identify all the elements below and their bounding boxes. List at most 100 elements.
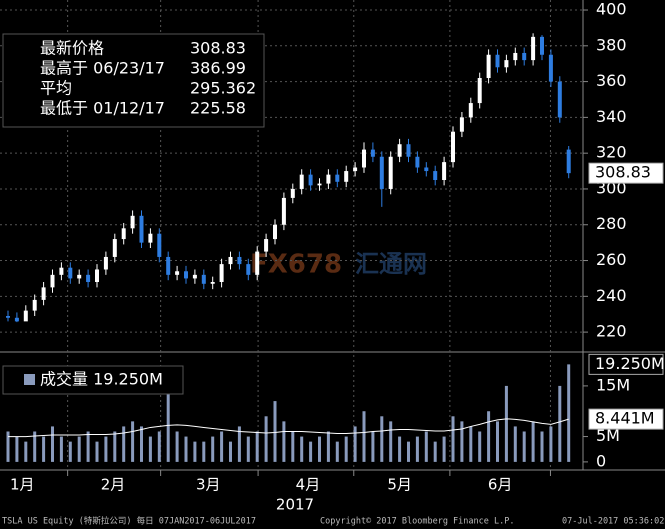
volume-bar [558, 385, 562, 462]
candle-body [299, 174, 304, 189]
candle-body [370, 149, 375, 157]
volume-bar [220, 431, 224, 462]
volume-bar [148, 436, 152, 462]
candle-body [41, 287, 46, 300]
candle-body [148, 233, 153, 243]
y-tick-label: 280 [596, 214, 627, 233]
y-tick-label: 360 [596, 71, 627, 90]
candle-body [139, 215, 144, 243]
volume-bar [344, 436, 348, 462]
volume-tag: 19.250M [595, 354, 665, 373]
volume-bar [255, 431, 259, 462]
footer: Copyright© 2017 Bloomberg Finance L.P. [320, 517, 514, 527]
candle-body [326, 174, 331, 184]
info-value: 295.362 [190, 79, 256, 98]
candle-body [451, 131, 455, 163]
last-price-tag-bg [588, 162, 664, 184]
volume-bar [424, 431, 428, 462]
candle-body [237, 256, 242, 265]
volume-bar [496, 421, 499, 462]
volume-legend: 成交量 19.250M [40, 370, 163, 389]
volume-bar [122, 426, 126, 462]
volume-bar [282, 421, 286, 462]
candle-body [103, 256, 108, 270]
candle-body [362, 149, 366, 168]
volume-bar [389, 421, 393, 462]
x-tick-label: 1月 [10, 476, 35, 494]
info-label: 最高于 06/23/17 [40, 59, 165, 78]
candle-body [415, 156, 420, 168]
volume-bar [353, 426, 357, 462]
volume-bar [318, 436, 321, 462]
volume-bar [59, 436, 63, 462]
candle-body [308, 174, 313, 186]
candle-body [246, 264, 251, 275]
volume-bar [273, 401, 277, 462]
candle-body [23, 310, 28, 322]
candle-body [468, 103, 473, 118]
volume-tag-bg [588, 353, 664, 375]
candle-body [175, 271, 180, 275]
candle-body [344, 171, 349, 182]
candle-body [157, 233, 162, 257]
volume-bar [433, 441, 437, 462]
volume-bar [504, 385, 508, 462]
volume-bar [291, 431, 295, 462]
y-tick-label: 0 [596, 451, 606, 470]
candle-body [442, 162, 447, 181]
candle-body [317, 183, 322, 186]
volume-bar [104, 436, 108, 462]
volume-bar [451, 416, 455, 462]
volume-ma-tag-bg [588, 408, 664, 430]
volume-bar [33, 431, 37, 462]
candle-body [548, 54, 553, 82]
y-tick-label: 380 [596, 35, 627, 54]
volume-bar [478, 431, 482, 462]
info-value: 308.83 [190, 39, 246, 58]
candle-body [540, 36, 544, 55]
y-tick-label: 5M [596, 426, 620, 445]
volume-bar [380, 416, 384, 462]
candle-body [504, 60, 509, 68]
x-tick-label: 3月 [196, 476, 221, 494]
volume-bar [371, 431, 375, 462]
volume-bar [549, 426, 553, 462]
volume-bar [407, 441, 410, 462]
volume-bar [15, 436, 19, 462]
candle-body [522, 52, 527, 61]
candle-body [273, 224, 277, 240]
candle-body [95, 269, 99, 283]
candle-body [184, 271, 188, 279]
volume-bar [300, 436, 304, 462]
candle-body [513, 52, 518, 61]
y-tick-label: 220 [596, 322, 627, 341]
volume-bar [460, 421, 464, 462]
info-label: 最新价格 [40, 39, 104, 58]
volume-bar [166, 390, 170, 462]
watermark: FX678 [250, 250, 342, 280]
footer: TSLA US Equity (特斯拉公司) 每日 07JAN2017-06JU… [2, 516, 256, 527]
candle-body [210, 282, 215, 284]
info-label: 平均 [40, 79, 72, 98]
candle-body [335, 174, 340, 182]
candle-body [353, 167, 358, 172]
candle-body [77, 274, 82, 279]
candle-body [379, 156, 384, 189]
volume-bar [113, 431, 117, 462]
volume-bar [246, 436, 250, 462]
volume-bar [157, 431, 161, 462]
volume-bar [24, 441, 28, 462]
volume-bar [229, 441, 232, 462]
volume-bar [309, 441, 313, 462]
volume-bar [469, 426, 473, 462]
volume-bar [264, 416, 268, 462]
candle-body [531, 36, 536, 61]
info-value: 225.58 [190, 99, 246, 118]
candle-body [130, 215, 135, 229]
y-tick-label: 240 [596, 286, 627, 305]
candle-body [32, 299, 37, 311]
y-tick-label: 320 [596, 143, 627, 162]
candle-body [406, 144, 411, 157]
x-tick-label: 2月 [101, 476, 126, 494]
volume-bar [51, 426, 54, 462]
